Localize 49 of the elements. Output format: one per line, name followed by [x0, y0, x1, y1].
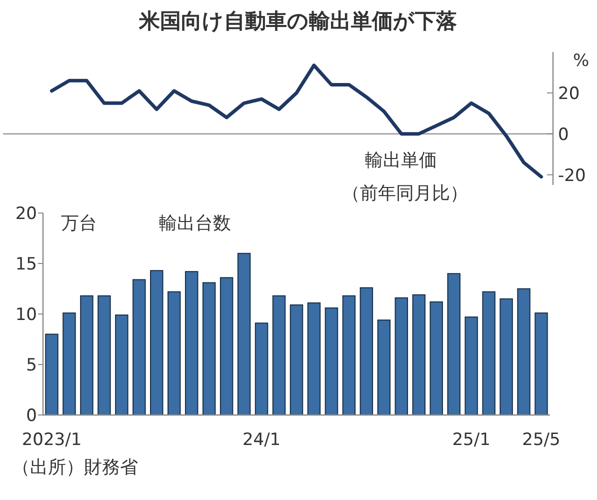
y-tick-label: -20	[558, 166, 586, 186]
x-tick-label: 25/1	[452, 430, 490, 450]
bar	[517, 288, 530, 416]
bar	[482, 291, 496, 416]
bar	[202, 282, 216, 416]
bar	[290, 304, 304, 416]
annotation: （前年同月比）	[342, 183, 468, 204]
bar	[168, 291, 181, 416]
chart-title: 米国向け自動車の輸出単価が下落	[138, 9, 457, 33]
bar	[220, 277, 234, 416]
y-tick-label: 10	[15, 305, 37, 325]
bar	[412, 294, 426, 416]
y-tick-label: 20	[15, 204, 37, 224]
bar	[324, 307, 338, 416]
bar	[307, 302, 321, 416]
bar	[447, 273, 460, 416]
bar	[237, 252, 251, 416]
y-tick-label: 5	[26, 356, 37, 376]
bar	[464, 316, 478, 416]
y-axis-title: 万台	[61, 213, 97, 234]
text: （出所）財務省	[12, 457, 138, 478]
bar	[132, 279, 146, 416]
x-tick-label: 2023/1	[22, 430, 82, 450]
annotation: 輸出台数	[159, 213, 231, 234]
bar	[500, 298, 513, 416]
bar	[342, 295, 356, 416]
line-series	[50, 64, 544, 179]
y-tick-label: 0	[558, 124, 569, 145]
bar	[272, 295, 286, 416]
bar	[80, 295, 94, 416]
bar	[45, 334, 58, 416]
y-tick-label: 15	[15, 254, 37, 274]
bar	[150, 270, 164, 416]
y-tick-label: 0	[26, 406, 37, 426]
bar	[254, 322, 268, 416]
bar	[360, 287, 374, 416]
bar	[394, 297, 408, 416]
bar	[115, 314, 128, 416]
bar	[534, 312, 548, 416]
annotation: 輸出単価	[365, 150, 437, 171]
y-axis-title: %	[573, 51, 590, 71]
x-tick-label: 24/1	[242, 430, 281, 450]
bar	[184, 271, 198, 416]
bar	[377, 320, 391, 416]
y-tick-label: 20	[558, 84, 580, 104]
bar	[98, 295, 111, 416]
bar	[430, 301, 443, 416]
bar	[62, 312, 76, 416]
x-tick-label: 25/5	[522, 430, 560, 450]
